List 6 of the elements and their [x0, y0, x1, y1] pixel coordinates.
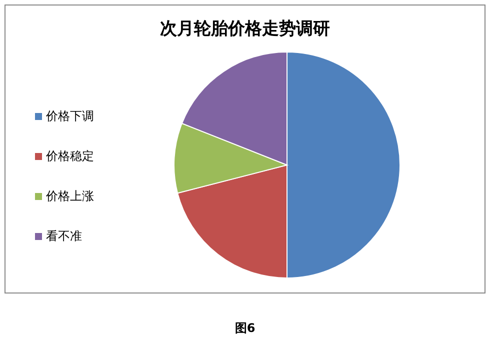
legend-label: 价格下调: [45, 109, 94, 123]
legend-label: 价格稳定: [45, 149, 94, 163]
legend-label: 看不准: [46, 229, 82, 243]
caption: 图6: [234, 321, 256, 335]
legend-label: 价格上涨: [45, 189, 94, 203]
chart-title: 次月轮胎价格走势调研: [160, 19, 330, 39]
